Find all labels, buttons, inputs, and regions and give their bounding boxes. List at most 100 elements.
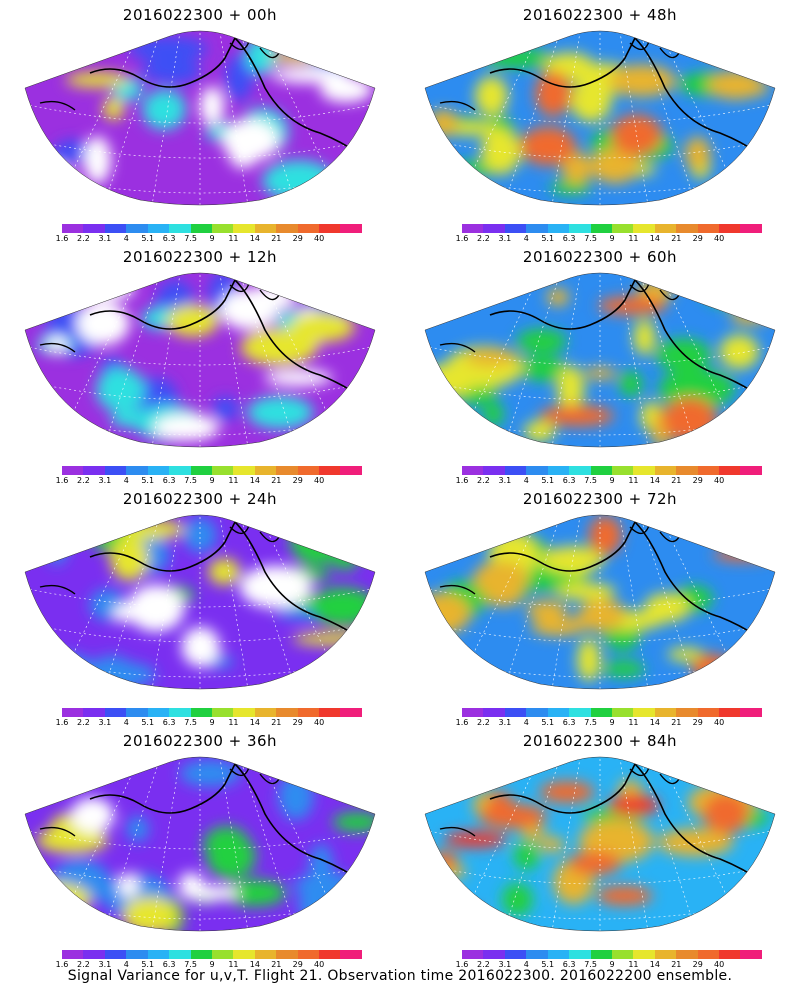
colorbar-tick-label: 40	[314, 476, 325, 485]
colorbar-swatch	[633, 708, 655, 717]
longitude-line	[199, 515, 351, 689]
variance-contour	[33, 153, 66, 196]
colorbar-tick-label: 9	[609, 476, 615, 485]
colorbar-tick-label: 29	[292, 234, 303, 243]
longitude-line	[599, 515, 751, 689]
longitude-line	[99, 31, 201, 205]
colorbar-swatch	[611, 466, 634, 475]
colorbar-tick-label: 29	[692, 718, 703, 727]
colorbar-swatch	[83, 224, 105, 233]
colorbar-tick-label: 4	[123, 476, 129, 485]
forecast-panel: 2016022300 + 48h 1.6 2.2 3.1 4 5.1 6.3 7.5 9 11 14…	[400, 0, 800, 243]
colorbar-swatch	[633, 224, 655, 233]
variance-contour	[658, 368, 735, 409]
variance-contour	[309, 587, 375, 626]
longitude-line	[599, 757, 751, 931]
colorbar-tick-label: 11	[628, 718, 639, 727]
colorbar-tick-label: 5.1	[141, 476, 155, 485]
colorbar-swatch	[233, 708, 255, 717]
colorbar-swatch	[254, 950, 277, 959]
colorbar-tick-label: 40	[714, 234, 725, 243]
colorbar-swatch	[462, 466, 484, 475]
colorbar-tick-label: 5.1	[541, 234, 555, 243]
variance-contour	[425, 279, 479, 293]
longitude-line	[599, 757, 651, 931]
colorbar-tick-label: 7.5	[184, 960, 197, 969]
colorbar-tick-label: 21	[671, 960, 682, 969]
variance-contour	[534, 70, 572, 117]
variance-contour	[584, 367, 617, 380]
colorbar-tick-label: 4	[523, 718, 529, 727]
variance-map	[424, 272, 776, 448]
longitude-line	[99, 515, 201, 689]
colorbar-swatch	[297, 466, 320, 475]
variance-contour	[555, 582, 616, 601]
colorbar-swatch	[319, 224, 341, 233]
variance-contour	[561, 152, 592, 185]
colorbar-tick-label: 7.5	[584, 234, 597, 243]
variance-contour	[719, 334, 760, 370]
colorbar	[62, 708, 362, 717]
colorbar-tick-label: 9	[209, 234, 215, 243]
variance-contour	[691, 653, 732, 682]
variance-contour	[474, 76, 509, 116]
variance-contour	[208, 558, 241, 585]
variance-contour	[118, 873, 139, 898]
colorbar-swatch	[190, 466, 212, 475]
colorbar-tick-label: 9	[609, 234, 615, 243]
forecast-panel: 2016022300 + 84h 1.6 2.2 3.1 4 5.1 6.3 7.5 9 11 14…	[400, 726, 800, 969]
colorbar-tick-label: 3.1	[98, 718, 112, 727]
map-border	[424, 756, 776, 932]
colorbar-tick-label: 11	[228, 476, 239, 485]
colorbar-tick-label: 5.1	[141, 960, 155, 969]
panel-title: 2016022300 + 00h	[122, 6, 278, 24]
longitude-line	[449, 757, 601, 931]
colorbar-tick-label: 4	[523, 234, 529, 243]
variance-contour	[530, 617, 585, 637]
variance-contour	[212, 396, 239, 421]
variance-contour	[96, 367, 145, 413]
longitude-line	[549, 515, 601, 689]
colorbar-tick-label: 14	[249, 718, 260, 727]
colorbar-swatch	[169, 466, 191, 475]
longitude-line	[599, 273, 651, 447]
longitude-line	[99, 757, 201, 931]
colorbar-swatch	[654, 466, 677, 475]
colorbar-swatch	[740, 708, 762, 717]
variance-contour	[199, 86, 225, 126]
variance-contour	[25, 882, 91, 917]
colorbar-tick-label: 2.2	[77, 476, 90, 485]
colorbar-swatch	[62, 950, 84, 959]
colorbar-swatch	[590, 466, 612, 475]
longitude-line	[449, 515, 601, 689]
colorbar-swatch	[169, 224, 191, 233]
colorbar-swatch	[611, 950, 634, 959]
colorbar-swatch	[62, 466, 84, 475]
colorbar-tick-label: 1.6	[455, 718, 469, 727]
colorbar-tick-label: 9	[209, 476, 215, 485]
variance-contour	[713, 548, 772, 562]
longitude-line	[199, 757, 351, 931]
variance-contour	[183, 517, 217, 553]
variance-contour	[481, 128, 522, 175]
variance-contour	[83, 136, 112, 184]
colorbar-tick-label: 29	[692, 234, 703, 243]
colorbar-tick-label: 3.1	[498, 476, 512, 485]
variance-contour	[128, 36, 208, 62]
colorbar-swatch	[297, 708, 320, 717]
variance-contour	[332, 812, 375, 832]
colorbar-tick-label: 40	[314, 234, 325, 243]
variance-contour	[54, 140, 93, 163]
variance-contour	[703, 273, 758, 307]
colorbar-swatch	[233, 466, 255, 475]
colorbar-swatch	[104, 466, 127, 475]
colorbar-tick-label: 21	[671, 718, 682, 727]
colorbar-labels: 1.6 2.2 3.1 4 5.1 6.3 7.5 9 11 14 21 29 40	[56, 476, 362, 486]
colorbar-swatch	[654, 224, 677, 233]
colorbar-swatch	[211, 466, 234, 475]
colorbar-labels: 1.6 2.2 3.1 4 5.1 6.3 7.5 9 11 14 21 29 40	[456, 718, 762, 728]
colorbar-swatch	[297, 950, 320, 959]
colorbar-tick-label: 2.2	[77, 718, 90, 727]
colorbar-swatch	[654, 950, 677, 959]
variance-contour	[483, 580, 523, 607]
